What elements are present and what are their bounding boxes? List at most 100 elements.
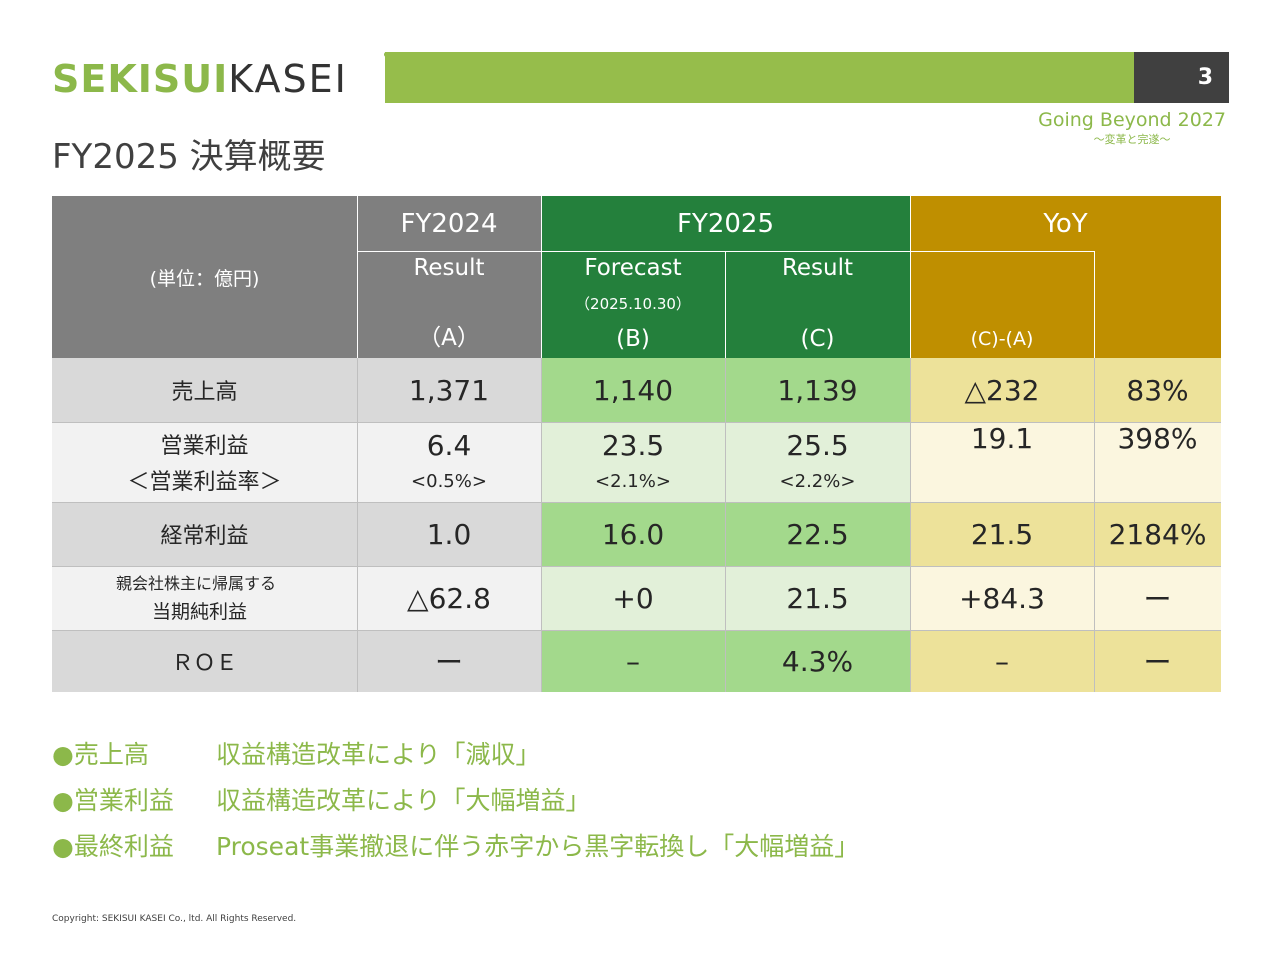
cell-value: 19.1	[970, 422, 1034, 455]
col-a-code: （A）	[418, 325, 480, 351]
results-table: (単位：億円) FY2024 FY2025 YoY Result （A） For…	[52, 196, 1221, 692]
table-cell: 22.5	[725, 502, 910, 566]
table-cell: 16.0	[541, 502, 725, 566]
fy2025-header: FY2025	[541, 196, 910, 251]
table-cell: 398%	[1094, 422, 1221, 502]
fy2024-label: FY2024	[400, 208, 498, 239]
cell-value: 22.5	[786, 517, 849, 551]
grid-line	[52, 422, 1221, 423]
row-label: 営業利益	[160, 434, 249, 459]
row-sub-label: ＜営業利益率＞	[127, 470, 282, 495]
header-bar	[385, 52, 1134, 103]
table-cell: 19.1	[910, 422, 1094, 502]
bullet-op-profit: ●営業利益 収益構造改革により「大幅増益」	[52, 782, 859, 828]
table-cell: 23.5 <2.1%>	[541, 422, 725, 502]
cell-value: 1.0	[426, 517, 472, 551]
table-cell: ー	[357, 630, 541, 692]
cell-value: 398%	[1117, 422, 1198, 455]
cell-value: ー	[434, 646, 463, 679]
col-a-header: Result （A）	[357, 251, 541, 358]
cell-value: 1,140	[592, 373, 674, 407]
bullet-text: Proseat事業撤退に伴う赤字から黒字転換し「大幅増益」	[216, 832, 860, 861]
row-label: ＲＯＥ	[171, 651, 238, 676]
cell-value: +0	[612, 581, 654, 615]
bullet-sales: ●売上高 収益構造改革により「減収」	[52, 736, 859, 782]
fy2024-header: FY2024	[357, 196, 541, 251]
bullet-net-profit: ●最終利益 Proseat事業撤退に伴う赤字から黒字転換し「大幅増益」	[52, 828, 859, 874]
row-ordinary-profit-label: 経常利益	[52, 502, 357, 566]
yoy-header: YoY	[910, 196, 1221, 251]
fy2025-label: FY2025	[676, 208, 774, 239]
col-c-label: Result	[781, 255, 854, 281]
page-number: 3	[1134, 52, 1229, 103]
col-c-header: Result (C)	[725, 251, 910, 358]
yoy-header-bg	[910, 196, 1221, 358]
header-separator	[357, 251, 910, 252]
table-cell: 83%	[1094, 358, 1221, 422]
col-b-date: （2025.10.30）	[575, 295, 691, 313]
cell-value: –	[995, 644, 1009, 678]
tagline-sub: 〜変革と完遂〜	[1093, 133, 1171, 146]
header-separator	[1094, 251, 1095, 358]
cell-value: 21.5	[786, 581, 849, 615]
grid-line	[725, 358, 726, 692]
summary-bullets: ●売上高 収益構造改革により「減収」 ●営業利益 収益構造改革により「大幅増益」…	[52, 736, 859, 874]
table-cell: △232	[910, 358, 1094, 422]
grid-line	[52, 566, 1221, 567]
col-b-header: Forecast （2025.10.30） (B)	[541, 251, 725, 358]
logo-light-text: KASEI	[228, 57, 348, 101]
cell-value: 2184%	[1108, 517, 1207, 551]
row-sales-label: 売上高	[52, 358, 357, 422]
header-separator	[357, 196, 358, 358]
header-separator	[725, 251, 726, 358]
grid-line	[910, 196, 911, 692]
grid-line	[357, 196, 358, 692]
table-cell: 1,371	[357, 358, 541, 422]
cell-value: 4.3%	[781, 644, 854, 678]
bullet-head: ●営業利益	[52, 782, 216, 828]
col-a-label: Result	[413, 255, 485, 281]
cell-value: ー	[1143, 646, 1172, 679]
row-op-profit-label: 営業利益 ＜営業利益率＞	[52, 422, 357, 502]
unit-header: (単位：億円)	[52, 196, 357, 358]
col-d-header: (C)-(A)	[910, 251, 1094, 358]
table-cell: 21.5	[725, 566, 910, 630]
bullet-head-text: 最終利益	[73, 832, 174, 861]
row-label-line2: 当期純利益	[152, 601, 248, 623]
cell-value: 83%	[1126, 373, 1189, 407]
company-logo: SEKISUIKASEI	[52, 52, 389, 101]
cell-value: –	[626, 644, 640, 678]
cell-value: 21.5	[970, 517, 1034, 551]
table-cell: –	[541, 630, 725, 692]
yoy-label: YoY	[1043, 208, 1088, 239]
table-cell: 1,139	[725, 358, 910, 422]
grid-line	[1094, 358, 1095, 692]
bullet-text: 収益構造改革により「大幅増益」	[216, 786, 591, 815]
col-b-label: Forecast	[584, 255, 682, 281]
tagline: Going Beyond 2027 〜変革と完遂〜	[1038, 108, 1226, 148]
logo-bold-text: SEKISUI	[52, 57, 229, 101]
bullet-head: ●最終利益	[52, 828, 216, 874]
cell-value: 6.4	[426, 428, 472, 462]
bullet-head-text: 売上高	[73, 740, 149, 769]
grid-line	[52, 502, 1221, 503]
table-cell: 1.0	[357, 502, 541, 566]
bullet-icon: ●	[52, 832, 74, 861]
header-separator	[541, 196, 542, 358]
cell-value: 23.5	[601, 428, 665, 462]
bullet-text: 収益構造改革により「減収」	[216, 740, 541, 769]
cell-sub-value: <0.5%>	[411, 470, 487, 492]
table-cell: +0	[541, 566, 725, 630]
table-cell: –	[910, 630, 1094, 692]
cell-value: ー	[1143, 583, 1172, 616]
row-label-line1: 親会社株主に帰属する	[116, 574, 277, 593]
header-separator	[910, 196, 911, 358]
grid-line	[52, 630, 1221, 631]
cell-value: 1,139	[777, 373, 858, 407]
table-cell: +84.3	[910, 566, 1094, 630]
cell-value: △62.8	[407, 581, 491, 615]
unit-label: (単位：億円)	[149, 267, 260, 290]
table-cell: ー	[1094, 630, 1221, 692]
cell-value: 16.0	[601, 517, 665, 551]
cell-value: +84.3	[959, 581, 1045, 615]
